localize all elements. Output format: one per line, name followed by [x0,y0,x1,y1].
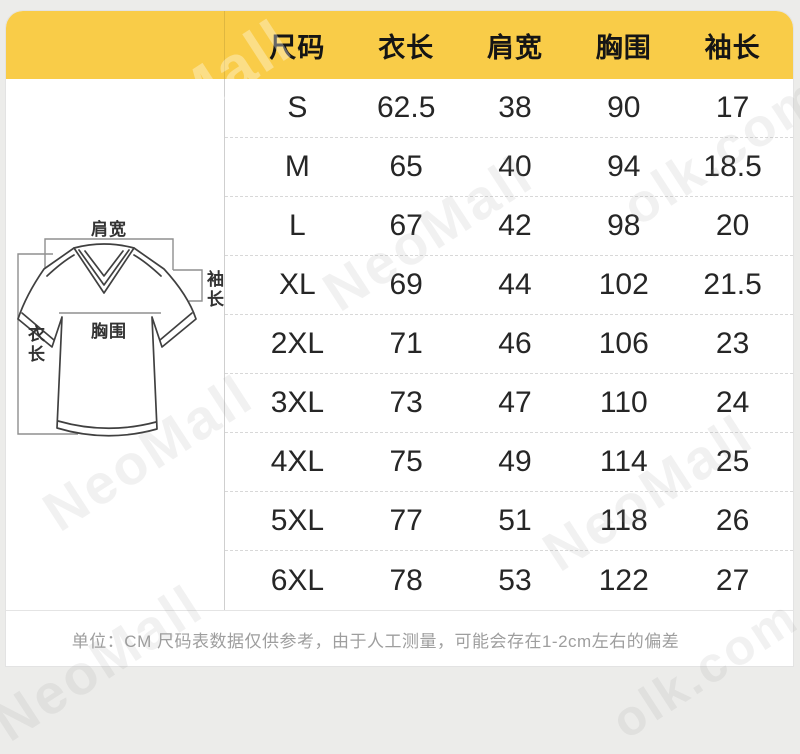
size-label-cell: 2XL [270,327,325,360]
length-cell: 67 [389,209,423,242]
tshirt-diagram: 肩宽 胸围 衣长 袖长 [6,79,225,610]
table-row: S 62.5 38 90 17 [225,79,793,138]
size-label-cell: XL [279,268,316,301]
chest-cell: 98 [607,209,641,242]
shoulder-cell: 53 [498,563,532,597]
table-row: 2XL 71 46 106 23 [225,315,793,374]
table-row: M 65 40 94 18.5 [225,138,793,197]
footer-note-bar: 单位：CM 尺码表数据仅供参考，由于人工测量，可能会存在1-2cm左右的偏差 [6,611,793,668]
chest-cell: 114 [599,445,648,478]
table-row: XL 69 44 102 21.5 [225,256,793,315]
column-header-sleeve: 袖长 [704,32,761,63]
column-header-shoulder: 肩宽 [486,32,543,63]
table-row: L 67 42 98 20 [225,197,793,256]
table-row: 5XL 77 51 118 26 [225,492,793,551]
chest-cell: 122 [598,563,649,597]
column-header-chest: 胸围 [595,32,652,63]
shoulder-cell: 49 [498,445,532,478]
chest-cell: 106 [598,327,649,360]
sleeve-cell: 23 [715,327,750,360]
table-row: 6XL 78 53 122 27 [225,551,793,610]
shoulder-cell: 47 [498,386,532,419]
table-row: 3XL 73 47 110 24 [225,374,793,433]
length-cell: 62.5 [377,91,436,124]
size-label-cell: M [284,150,310,183]
size-chart-header: 尺码 衣长 肩宽 胸围 袖长 [6,11,793,79]
length-cell: 73 [389,386,423,419]
sleeve-cell: 21.5 [703,268,762,301]
sleeve-cell: 20 [715,209,750,242]
chest-cell: 110 [599,386,648,419]
size-label-cell: S [287,91,308,124]
chest-cell: 94 [607,150,641,183]
sleeve-cell: 17 [715,91,750,124]
table-row: 4XL 75 49 114 25 [225,433,793,492]
sleeve-cell: 25 [715,445,750,478]
column-header-size: 尺码 [269,32,326,63]
size-label-cell: 6XL [270,563,325,597]
size-label-cell: 3XL [270,386,325,419]
chest-cell: 102 [598,268,649,301]
sleeve-cell: 24 [715,386,750,419]
length-cell: 71 [389,327,423,360]
length-cell: 75 [389,445,423,478]
sleeve-cell: 27 [715,563,750,597]
size-chart-card: 尺码 衣长 肩宽 胸围 袖长 [5,10,794,667]
size-label-cell: 5XL [270,504,325,537]
sleeve-cell: 18.5 [703,150,762,183]
size-label-cell: 4XL [270,445,325,478]
column-header-length: 衣长 [378,32,435,63]
length-cell: 69 [389,268,423,301]
footer-note: 单位：CM 尺码表数据仅供参考，由于人工测量，可能会存在1-2cm左右的偏差 [71,632,680,651]
chest-cell: 90 [607,91,641,124]
shoulder-cell: 44 [498,268,532,301]
size-label-cell: L [289,209,306,242]
length-cell: 65 [389,150,423,183]
header-left-spacer [6,11,225,79]
shoulder-cell: 51 [498,504,532,537]
shoulder-cell: 40 [498,150,532,183]
tshirt-outline-drawing [17,238,203,437]
length-cell: 77 [389,504,423,537]
shoulder-cell: 42 [498,209,532,242]
length-cell: 78 [389,563,423,597]
chest-cell: 118 [599,504,648,537]
shoulder-cell: 38 [498,91,532,124]
shoulder-cell: 46 [498,327,532,360]
sleeve-cell: 26 [715,504,750,537]
size-table: S 62.5 38 90 17 M 65 40 94 18.5 L 67 42 … [225,79,793,610]
